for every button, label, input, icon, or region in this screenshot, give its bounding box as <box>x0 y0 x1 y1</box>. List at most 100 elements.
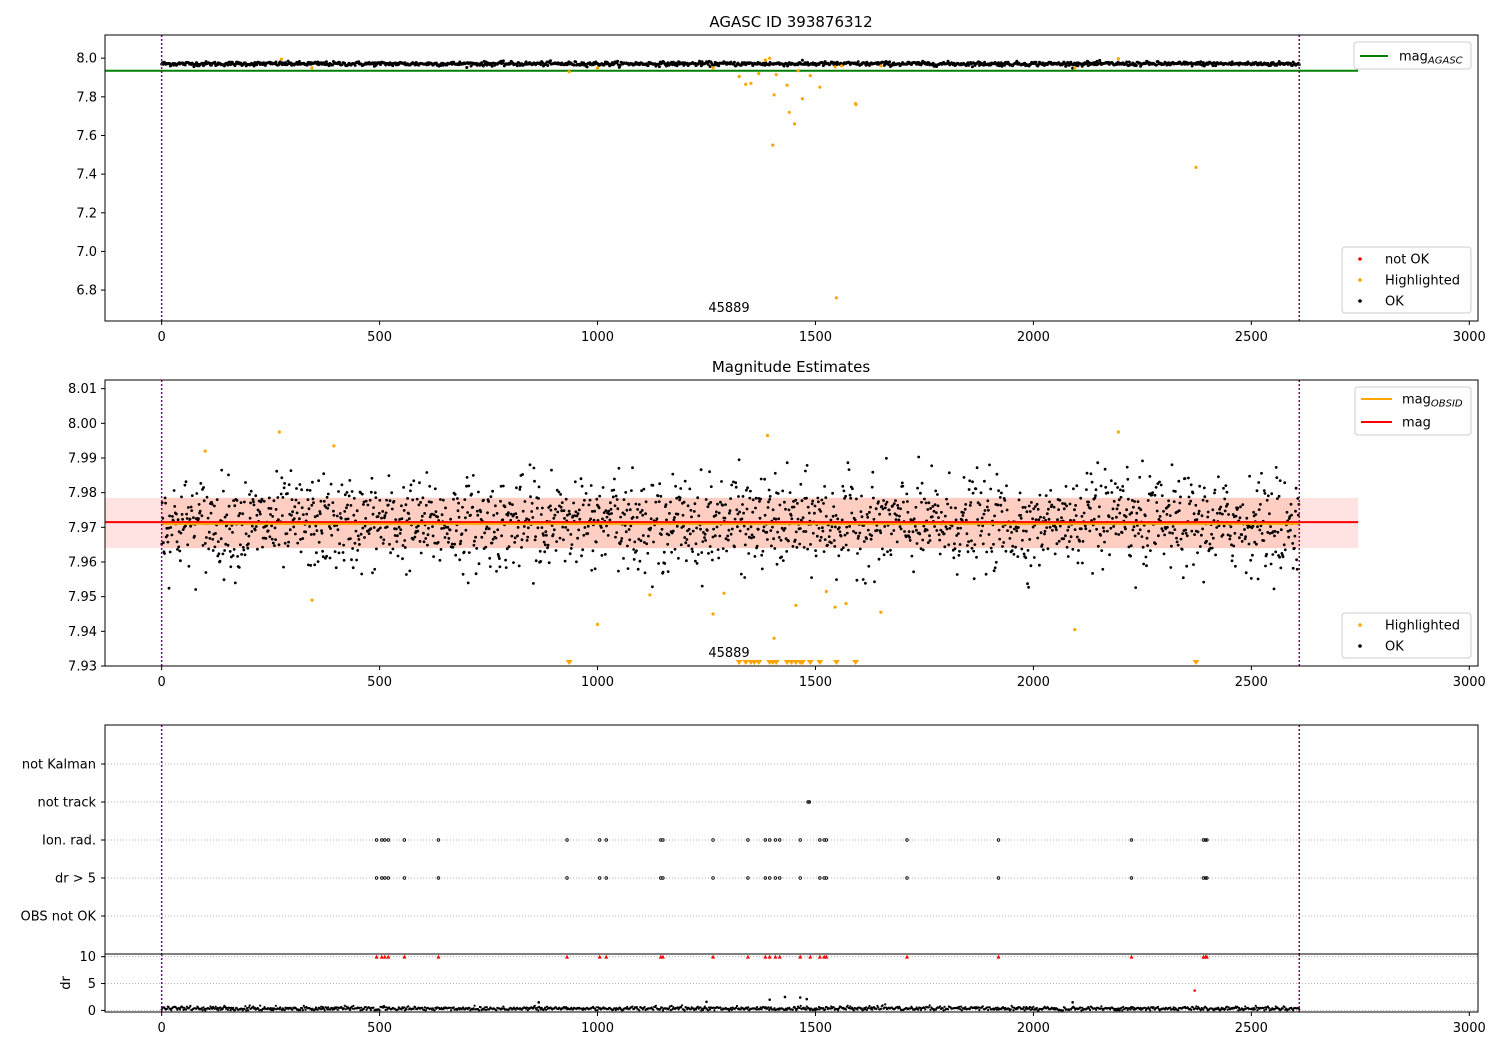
ok-point <box>533 479 536 483</box>
ok-point <box>1135 511 1139 515</box>
ok-point <box>338 512 342 515</box>
ok-point <box>981 524 985 528</box>
ok-point <box>954 518 958 522</box>
ok-point <box>569 547 573 550</box>
ok-point <box>1022 529 1025 533</box>
dr-point <box>1118 1009 1121 1012</box>
ok-point <box>637 503 641 506</box>
ok-point <box>398 518 402 521</box>
ok-point <box>1050 503 1054 507</box>
dr-point <box>1199 1009 1202 1012</box>
ok-point <box>730 483 734 487</box>
ok-point <box>488 565 492 568</box>
dr-point <box>1031 1007 1034 1011</box>
dr-point <box>484 1008 488 1012</box>
ok-point <box>937 516 940 519</box>
ok-point <box>555 540 558 543</box>
ok-point <box>176 548 179 551</box>
ok-point <box>1074 514 1078 517</box>
ok-point <box>522 525 526 528</box>
ok-point <box>895 540 899 544</box>
ok-point <box>1054 526 1058 529</box>
ok-point <box>394 527 398 531</box>
ok-point <box>372 526 376 529</box>
ok-point <box>292 517 296 520</box>
dr-point <box>943 1005 946 1008</box>
ok-point <box>237 566 241 569</box>
category-label: Ion. rad. <box>42 834 96 849</box>
dr-point <box>773 1007 776 1010</box>
ok-point <box>1217 475 1220 479</box>
ok-point <box>1177 479 1181 483</box>
ok-point <box>288 528 292 532</box>
ok-point <box>569 533 573 536</box>
ok-point <box>1187 495 1191 499</box>
ok-point <box>882 499 885 502</box>
ok-point <box>271 515 275 518</box>
ok-point <box>364 499 368 503</box>
ok-point <box>1028 538 1032 541</box>
highlighted-point <box>844 602 848 606</box>
dr-point <box>986 1006 989 1009</box>
ok-point <box>189 505 193 509</box>
dr-point <box>479 1006 482 1009</box>
ok-point <box>646 64 650 68</box>
ok-point <box>673 516 676 519</box>
ok-point <box>247 542 250 546</box>
ok-point <box>666 570 670 573</box>
ok-point <box>428 484 432 488</box>
dr-point <box>708 1006 711 1009</box>
ok-point <box>211 537 215 541</box>
dr-point <box>421 1006 424 1009</box>
ok-point <box>1294 486 1298 490</box>
ok-point <box>1275 476 1279 479</box>
ok-point <box>369 527 373 531</box>
ok-point <box>539 560 543 563</box>
ok-point <box>700 551 704 554</box>
ok-point <box>840 548 843 551</box>
ok-point <box>1202 486 1206 490</box>
ok-point <box>1171 525 1175 528</box>
ok-point <box>398 532 402 535</box>
ok-point <box>309 533 313 536</box>
ok-point <box>612 488 616 492</box>
ok-point <box>216 540 220 543</box>
dr-point <box>269 1007 272 1010</box>
ok-point <box>1132 505 1135 509</box>
dr-point <box>535 1008 538 1011</box>
flag-point <box>659 838 663 842</box>
y-tick-label: 7.94 <box>68 625 97 640</box>
ok-point <box>1023 506 1027 509</box>
highlighted-point <box>840 64 844 68</box>
ok-point <box>605 515 609 519</box>
ok-point <box>834 514 838 517</box>
ok-point <box>763 513 767 517</box>
ok-point <box>562 509 566 512</box>
ok-point <box>691 550 694 553</box>
ok-point <box>269 513 272 516</box>
ok-point <box>321 555 325 559</box>
ok-point <box>728 509 732 513</box>
dr-outlier-point <box>705 1000 708 1004</box>
ok-point <box>357 538 361 541</box>
ok-point <box>990 550 994 553</box>
ok-point <box>426 543 429 547</box>
legend-label: magOBSID <box>1402 393 1463 410</box>
dr-point <box>805 1005 808 1008</box>
ok-point <box>1005 484 1008 488</box>
ok-point <box>392 500 396 503</box>
dr-capped-marker <box>597 954 602 959</box>
ok-point <box>1146 499 1150 502</box>
dr-point <box>958 1005 961 1008</box>
ok-point <box>817 500 820 504</box>
ok-point <box>339 516 343 520</box>
dr-point <box>1186 1006 1189 1009</box>
ok-point <box>311 497 315 501</box>
ok-point <box>229 565 233 569</box>
dr-point <box>798 1006 801 1010</box>
ok-point <box>1116 503 1120 507</box>
ok-point <box>1077 549 1080 552</box>
ok-point <box>1154 542 1157 546</box>
ok-point <box>1097 515 1101 518</box>
ok-point <box>636 567 640 571</box>
